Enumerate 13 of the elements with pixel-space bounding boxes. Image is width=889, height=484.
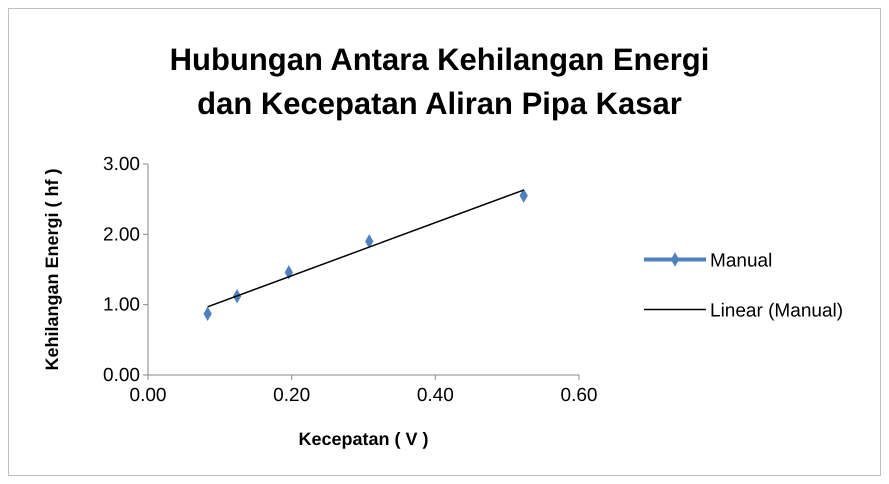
legend-label: Linear (Manual): [710, 300, 844, 322]
y-tick-label: 0.00: [103, 365, 140, 386]
y-tick-label: 1.00: [103, 294, 140, 316]
x-tick-label: 0.40: [416, 385, 454, 406]
legend-label: Manual: [710, 250, 772, 272]
chart-title: Hubungan Antara Kehilangan Energi dan Kecepatan Aliran Pipa Kasar: [170, 42, 710, 121]
x-tick-label: 0.20: [273, 385, 310, 406]
x-axis-title: Kecepatan ( V ): [298, 429, 429, 449]
y-tick-label: 3.00: [103, 154, 140, 175]
x-tick-label: 0.60: [560, 385, 598, 406]
y-tick-label: 2.00: [103, 224, 140, 246]
x-tick-label: 0.00: [130, 385, 166, 406]
y-axis-title: Kehilangan Energi ( hf ): [42, 168, 62, 371]
